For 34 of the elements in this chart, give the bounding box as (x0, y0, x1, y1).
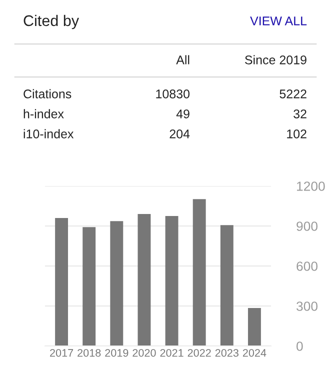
y-tick-label: 0 (296, 342, 303, 351)
bar (55, 218, 68, 346)
text: Cited by (24, 14, 80, 30)
y-tick-label: 900 (296, 222, 318, 231)
bar (248, 308, 261, 346)
category-label: All (176, 55, 190, 64)
text: 49 (176, 110, 190, 118)
category-label: Since 2019 (245, 55, 306, 64)
x-tick-label: 2022 (188, 349, 211, 357)
bar (165, 216, 178, 346)
x-tick-label: 2018 (78, 349, 101, 357)
x-tick-label: 2017 (50, 349, 74, 357)
text: 32 (294, 110, 306, 118)
x-tick-label: 2021 (160, 349, 184, 357)
text: 102 (287, 130, 306, 138)
text: VIEW ALL (250, 16, 307, 26)
category-label: i10-index (24, 129, 74, 138)
x-tick-label: 2023 (215, 349, 238, 357)
y-tick-label: 600 (296, 262, 318, 271)
category-label: Citations (24, 89, 72, 98)
text: 204 (170, 130, 190, 138)
y-tick-label: 1200 (297, 182, 325, 191)
text: 10830 (156, 90, 190, 98)
text: 5222 (280, 90, 306, 98)
bar (220, 225, 234, 346)
y-tick-label: 300 (296, 302, 318, 311)
bar (82, 227, 96, 346)
category-label: h-index (24, 109, 64, 118)
bar (110, 221, 124, 346)
x-tick-label: 2020 (132, 349, 156, 357)
bar (138, 214, 151, 346)
x-tick-label: 2019 (105, 349, 128, 357)
bar (192, 199, 206, 346)
x-tick-label: 2024 (242, 349, 266, 357)
